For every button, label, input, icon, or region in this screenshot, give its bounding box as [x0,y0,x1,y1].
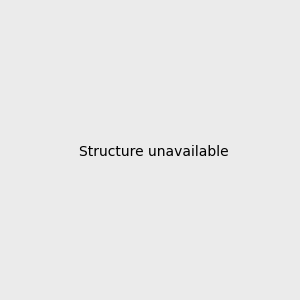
Text: Structure unavailable: Structure unavailable [79,145,229,158]
